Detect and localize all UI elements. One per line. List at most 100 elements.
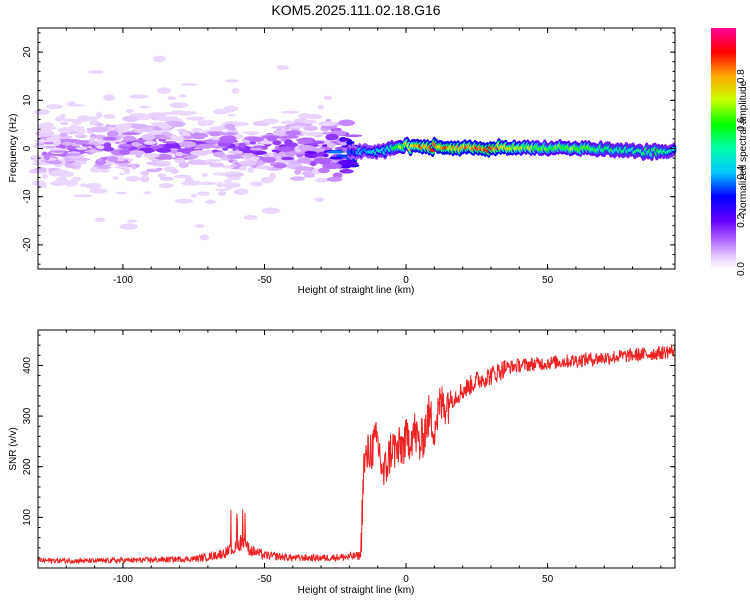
spectrogram-cell (304, 151, 317, 154)
spectrogram-cell (227, 113, 237, 117)
spectrogram-cell (52, 170, 60, 176)
spectrogram-cell (146, 161, 160, 166)
spectrogram-cell (178, 94, 187, 98)
spectrogram-x-label: Height of straight line (km) (298, 285, 415, 296)
spectrogram-cell (286, 151, 297, 157)
spectrogram-cell (103, 114, 116, 119)
spectrogram-cell (222, 182, 241, 188)
spectrogram-cell (50, 150, 70, 153)
spectrogram-cell (178, 161, 190, 168)
spectrogram-cell (194, 134, 209, 138)
spectrogram-cell (244, 146, 251, 151)
spectrogram-cell (310, 147, 326, 153)
spectrogram-cell (179, 141, 197, 148)
spectrogram-cell (175, 151, 184, 157)
spectrogram-cell (45, 103, 63, 110)
spectrogram-cell (31, 180, 47, 186)
spectrogram-cell (231, 88, 240, 94)
snr-series-line (37, 343, 676, 566)
spectrogram-cell (152, 55, 166, 63)
snr-x-label: Height of straight line (km) (298, 585, 415, 596)
spectrogram-cell (79, 183, 88, 187)
colorbar-tick-label: 0.2 (736, 213, 747, 227)
spectrogram-cell (107, 130, 119, 137)
spectrogram-cell (41, 130, 53, 134)
spectrogram-cell (340, 142, 348, 146)
y-tick-label: -10 (22, 189, 33, 204)
spectrogram-cell (130, 123, 149, 130)
spectrogram-cell (233, 188, 249, 195)
spectrogram-cell (290, 176, 305, 181)
spectrogram-cell (203, 159, 222, 162)
spectrogram-cell (174, 157, 186, 164)
spectrogram-cell (338, 119, 355, 127)
spectrogram-cell (59, 132, 68, 138)
spectrogram-cell (174, 198, 193, 204)
spectrogram-cell (133, 128, 146, 134)
spectrogram-cell (67, 101, 76, 107)
figure-title: KOM5.2025.111.02.18.G16 (271, 2, 440, 18)
spectrogram-cell (94, 217, 106, 222)
spectrogram-cell (138, 105, 150, 109)
spectrogram-cell (123, 135, 136, 142)
spectrogram-cell (129, 113, 148, 117)
spectrogram-cell (280, 120, 296, 125)
spectrogram-cell (68, 125, 85, 130)
spectrogram-cell (183, 154, 199, 159)
spectrogram-cell (43, 145, 56, 149)
spectrogram-cell (322, 153, 329, 158)
spectrogram-y-label: Frequency (Hz) (8, 114, 19, 183)
spectrogram-cell (185, 116, 206, 121)
snr-y-ticks: 100 200 300 400 (22, 334, 675, 569)
spectrogram-cell (297, 157, 312, 164)
spectrogram-cell (199, 234, 209, 241)
spectrogram-cell (34, 167, 47, 172)
spectrogram-cell (277, 146, 295, 152)
spectrogram-cell (317, 104, 324, 110)
spectrogram-cell (191, 193, 197, 198)
spectrogram-cell (95, 111, 103, 119)
x-tick-label: -100 (113, 574, 133, 585)
colorbar-tick-label: 0.6 (736, 117, 747, 131)
spectrogram-cell (197, 181, 218, 186)
spectrogram-cell (140, 170, 150, 176)
spectrogram-cell (113, 160, 130, 164)
spectrogram-cell (77, 115, 91, 122)
spectrogram-cell (245, 155, 252, 160)
spectrogram-cell (196, 191, 211, 196)
spectrogram-cell (102, 136, 117, 141)
x-tick-label: 50 (542, 275, 554, 286)
spectrogram-cell (213, 151, 226, 158)
x-tick-label: 50 (542, 574, 554, 585)
spectrogram-cell (248, 136, 265, 142)
spectrogram-cell (272, 129, 290, 136)
spectrogram-cell (129, 150, 146, 155)
spectrogram-cell (159, 176, 174, 181)
spectrogram-cell (147, 130, 163, 136)
spectrogram-cell (119, 149, 131, 155)
spectrogram-cell (129, 94, 149, 99)
colorbar-ticks: 0.0 0.2 0.4 0.6 0.8 (736, 69, 747, 276)
spectrogram-cell (314, 197, 325, 202)
spectrogram-cell (88, 70, 104, 74)
spectrogram-cell (317, 121, 337, 127)
spectrogram-cell (303, 174, 316, 178)
spectrogram-cell (143, 191, 152, 195)
spectrogram-cell (315, 177, 330, 183)
spectrogram-cell (326, 150, 345, 154)
spectrogram-cell (125, 175, 141, 182)
y-tick-label: 100 (22, 509, 33, 526)
spectrogram-cell (276, 65, 289, 70)
spectrogram-cell (146, 168, 161, 173)
spectrogram-cell (167, 121, 186, 127)
colorbar-gradient (711, 28, 736, 269)
spectrogram-cell (141, 175, 149, 180)
spectrogram-cell (301, 119, 318, 124)
spectrogram-cell (271, 126, 289, 129)
spectrogram-cell (190, 150, 210, 156)
spectrogram-cell (158, 183, 174, 189)
spectrogram-cell (247, 131, 259, 136)
spectrogram-cell (281, 156, 294, 161)
spectrogram-cell (71, 176, 82, 182)
